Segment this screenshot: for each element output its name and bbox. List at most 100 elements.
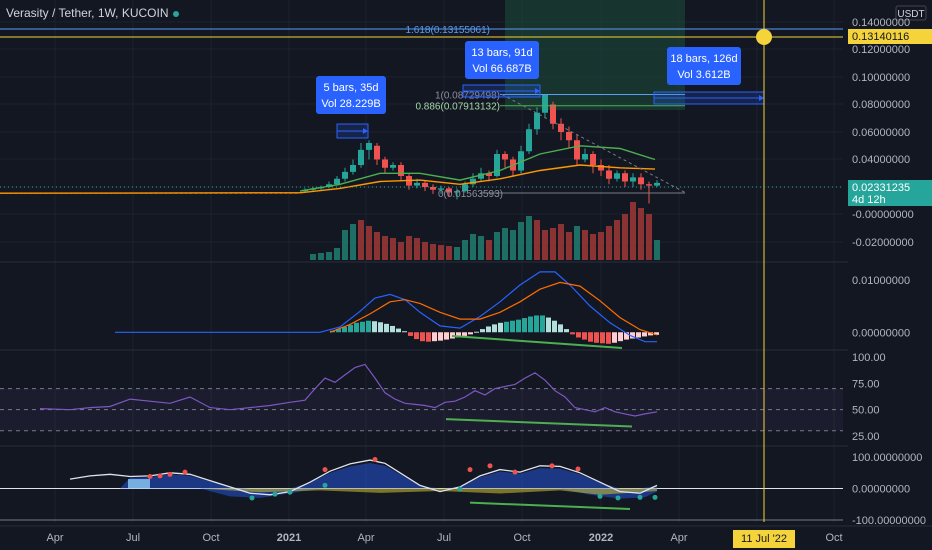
volume-bar [574,226,580,260]
osc-tick: 0.00000000 [852,484,910,496]
volume-bar [582,230,588,260]
volume-bar [566,232,572,260]
measure-label-box-2 [465,41,539,79]
crosshair-time-value: 11 Jul '22 [741,533,787,545]
macd-histogram-bar [552,320,557,333]
currency-label: USDT [897,9,924,20]
rsi-divergence-line [445,418,633,428]
volume-bar [598,232,604,260]
volume-bar [406,236,412,260]
macd-histogram-bar [504,321,509,333]
price-tick: 0.06000000 [852,127,910,139]
crosshair [0,0,843,522]
macd-histogram-bar [654,332,659,335]
volume-bar [334,248,340,260]
measure-tools[interactable]: 5 bars, 35d Vol 28.229B 13 bars, 91d Vol 66… [316,41,765,139]
chart-grid [0,0,843,522]
volume-bar [358,220,364,260]
fib-extension-tool[interactable]: 1.618(0.13155061) 1(0.08729498)0.886(0.07… [0,25,843,200]
macd-histogram-bar [546,317,551,333]
volume-bar [502,228,508,260]
rsi-pane [0,363,843,432]
volume-bar [470,234,476,260]
candle-body [630,177,636,182]
symbol-header[interactable]: Verasity / Tether, 1W, KUCOIN [6,6,179,20]
candle-body [638,177,644,185]
candle-body [622,173,628,182]
macd-histogram-bar [576,332,581,338]
osc-green-dot [287,489,293,495]
measure-label-box-3 [667,47,741,85]
macd-histogram-bar [498,322,503,333]
osc-red-dot [512,469,518,475]
fib-label-0886: 0.886(0.07913132) [415,102,500,113]
volume-bar [486,240,492,260]
candle-body [590,154,596,165]
candle-body [614,173,620,179]
candle-body [334,178,340,185]
candle-body [542,94,548,113]
osc-red-dot [575,466,581,472]
volume-bar [318,253,324,260]
macd-histogram-bar [456,332,461,338]
candle-body [534,112,540,130]
rsi-tick: 50.00 [852,405,880,417]
time-axis[interactable]: AprJulOct2021AprJulOct2022AprJulOct11 Ju… [0,525,932,550]
macd-histogram-bar [378,322,383,333]
volume-bar [350,224,356,260]
macd-tick: 0.01000000 [852,275,910,287]
volume-bar [374,232,380,260]
volume-bar [590,234,596,260]
volume-bar [478,236,484,260]
volume-bar [398,242,404,260]
rsi-line [39,363,658,417]
osc-red-dot [467,467,473,473]
macd-histogram-bar [420,332,425,342]
macd-histogram-bar [492,324,497,333]
candle-body [390,165,396,168]
osc-tick: -100.00000000 [852,515,926,527]
time-tick: 2021 [277,532,301,544]
macd-histogram-bar [438,332,443,341]
price-tick: 0.04000000 [852,154,910,166]
volume-bar [462,240,468,260]
last-price-value: 0.02331235 [852,182,910,194]
pane-dividers[interactable] [0,261,932,447]
candle-body [382,159,388,168]
candle-body [606,170,612,179]
osc-green-dot [249,495,255,501]
last-price-tag [848,180,932,206]
volume-bar [542,230,548,260]
volume-bar [310,254,316,260]
macd-histogram-bar [534,315,539,333]
macd-histogram-bar [582,332,587,340]
candle-body [654,182,660,186]
crosshair-time-tag [733,530,795,548]
volume-bar [414,238,420,260]
volume-bar [614,220,620,260]
rsi-tick: 100.00 [852,352,886,364]
osc-yellow-area [200,488,657,495]
volume-bar [550,228,556,260]
measure-bars-label-3: 18 bars, 126d [670,53,737,65]
macd-histogram-bar [648,332,653,336]
symbol-title: Verasity / Tether, 1W, KUCOIN [6,6,169,20]
macd-histogram-bar [600,332,605,344]
price-scale-bg [848,0,932,526]
volume-bar [342,230,348,260]
price-tick: 0.10000000 [852,72,910,84]
crosshair-center-icon [756,29,772,45]
volume-bar [534,220,540,260]
macd-pane [115,271,659,349]
macd-histogram-bar [618,332,623,342]
macd-histogram-bar [396,328,401,333]
macd-signal-line [329,281,658,336]
measure-label-box-1 [316,76,386,114]
osc-tick: 100.00000000 [852,452,922,464]
fib-label-0: 0(0.01563593) [438,189,503,200]
macd-line [115,271,657,343]
volume-bar [606,226,612,260]
candle-body [446,188,452,193]
